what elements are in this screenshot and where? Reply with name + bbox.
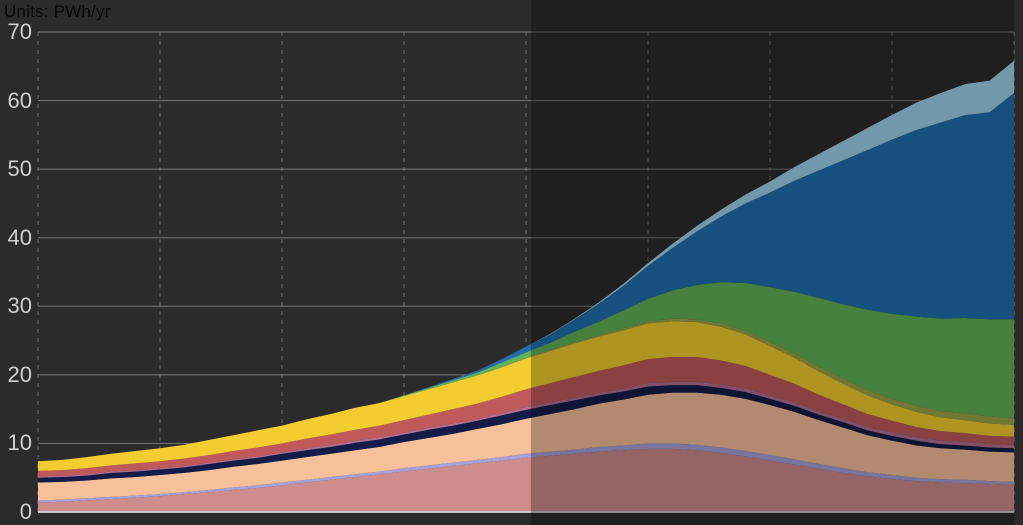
ytick-label: 60 <box>0 88 32 114</box>
ytick-label: 50 <box>0 156 32 182</box>
ytick-label: 40 <box>0 225 32 251</box>
ytick-label: 0 <box>0 499 32 525</box>
ytick-label: 30 <box>0 293 32 319</box>
ytick-label: 70 <box>0 19 32 45</box>
stacked-area-chart: Units: PWh/yr 010203040506070 <box>0 0 1023 525</box>
ytick-label: 10 <box>0 430 32 456</box>
chart-canvas <box>0 0 1023 525</box>
ytick-label: 20 <box>0 362 32 388</box>
